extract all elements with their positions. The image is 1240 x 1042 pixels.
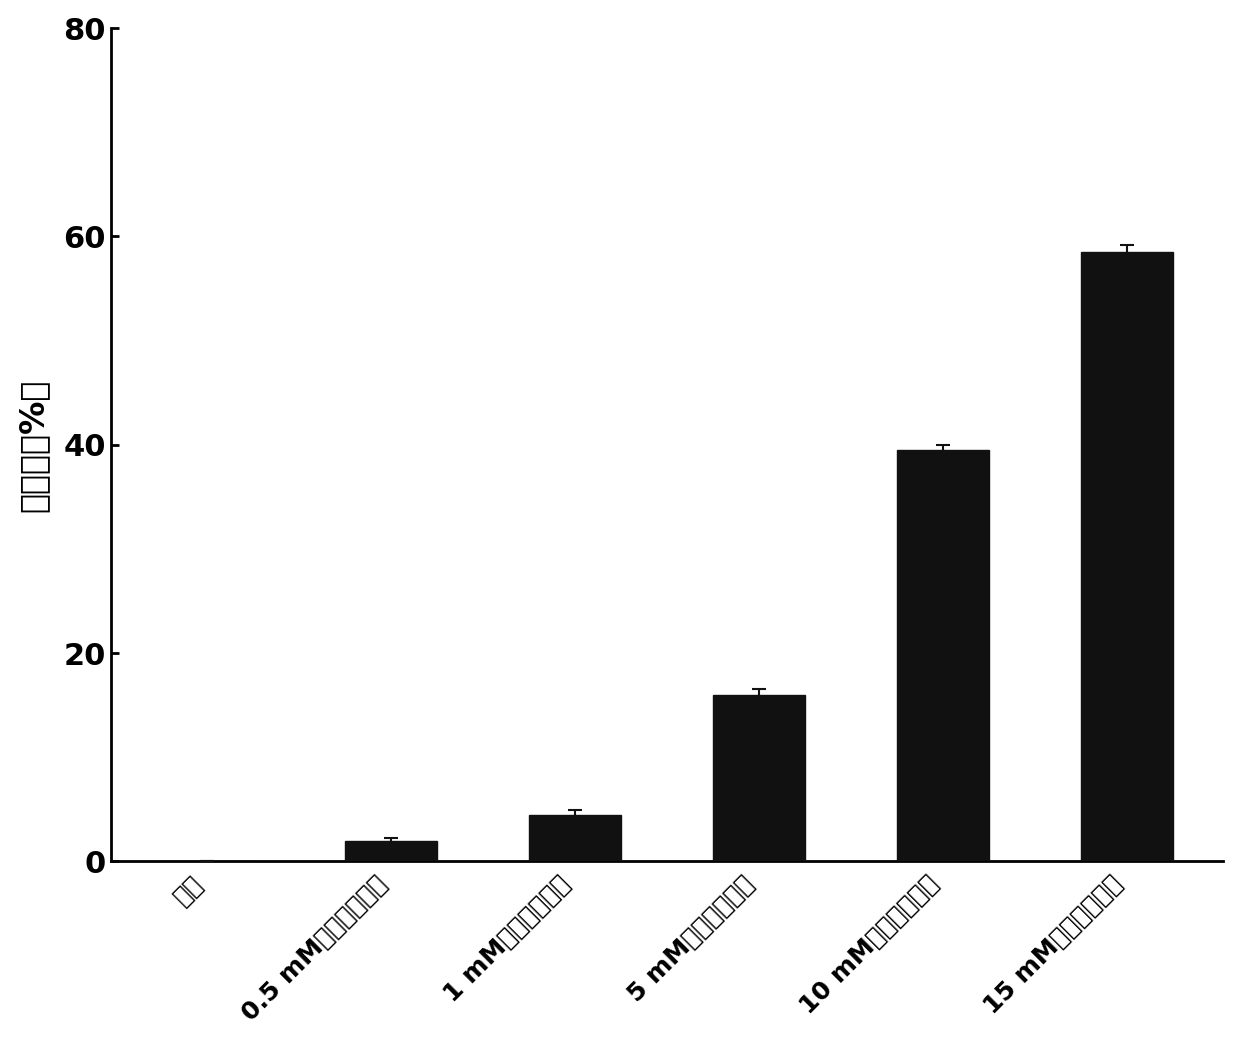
- Bar: [713, 695, 805, 862]
- Bar: [529, 815, 621, 862]
- Bar: [1081, 252, 1173, 862]
- Bar: [897, 450, 988, 862]
- Y-axis label: 清除率（%）: 清除率（%）: [16, 378, 50, 512]
- Bar: [346, 841, 438, 862]
